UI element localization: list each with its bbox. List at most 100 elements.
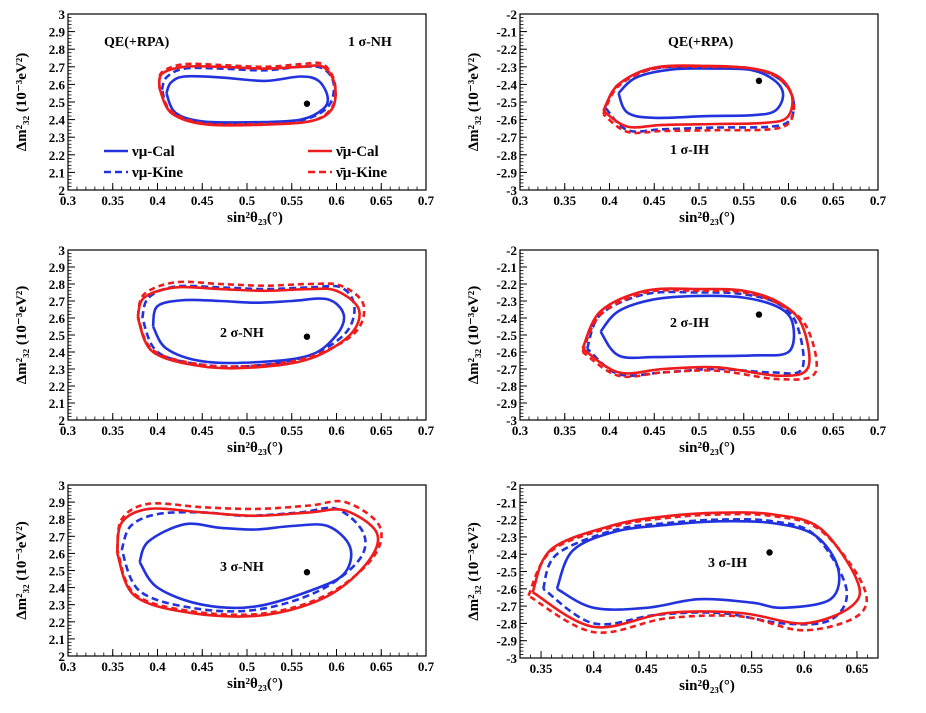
- legend-label: ν̄μ-Cal: [335, 144, 379, 160]
- y-axis-title: Δm²₃₂ (10⁻³eV²): [466, 53, 482, 152]
- y-tick-label: 2.1: [49, 165, 65, 180]
- y-tick-label: 2.2: [49, 379, 65, 394]
- y-tick-label: 3: [59, 243, 66, 258]
- panel-title: 2 σ-IH: [670, 316, 709, 331]
- contour-cal: [151, 297, 346, 365]
- x-axis-title: sin²θ₂₃(°): [227, 676, 283, 692]
- y-tick-label: 2.9: [49, 495, 66, 510]
- contour-kine: [602, 65, 796, 135]
- y-tick-label: 2.2: [49, 148, 65, 163]
- x-tick-label: 0.55: [280, 193, 303, 208]
- y-tick-label: 2: [59, 649, 66, 664]
- y-axis-title: Δm²₃₂ (10⁻³eV²): [466, 286, 482, 385]
- x-tick-label: 0.4: [149, 659, 166, 674]
- x-tick-label: 0.3: [512, 423, 529, 438]
- y-tick-label: 2.3: [49, 130, 66, 145]
- y-tick-label: -2.4: [496, 77, 517, 92]
- x-tick-label: 0.7: [870, 193, 887, 208]
- contour-cal: [165, 74, 330, 124]
- x-tick-label: 0.35: [553, 193, 576, 208]
- y-tick-label: 2.8: [49, 42, 66, 57]
- y-tick-label: -2.8: [496, 379, 517, 394]
- y-tick-label: -2.6: [496, 113, 517, 128]
- contour-kine: [115, 499, 383, 617]
- x-tick-label: 0.35: [101, 193, 124, 208]
- x-tick-label: 0.55: [280, 659, 303, 674]
- y-tick-label: -3: [506, 183, 517, 198]
- y-tick-label: -2.7: [496, 130, 517, 145]
- plot-frame: [519, 249, 879, 421]
- x-tick-label: 0.35: [101, 423, 124, 438]
- y-tick-label: -2.9: [496, 396, 517, 411]
- contour-cal: [599, 294, 796, 360]
- y-tick-label: -2.4: [496, 311, 517, 326]
- contour-cal: [531, 511, 862, 629]
- panel-1: 0.3 0.35 0.4 0.45 0.5 0.55 0.6 0.65 0.7 2 2.1 2.2 2.…: [14, 7, 435, 226]
- y-tick-label: 2.4: [49, 113, 66, 128]
- y-tick-label: -2.9: [496, 165, 517, 180]
- y-tick-label: 2.2: [49, 615, 65, 630]
- x-tick-label: 0.5: [239, 659, 256, 674]
- y-tick-label: 2: [59, 413, 66, 428]
- x-tick-label: 0.65: [370, 193, 393, 208]
- y-tick-label: -2.6: [496, 582, 517, 597]
- contour-kine: [120, 506, 367, 613]
- y-tick-label: -2.9: [496, 634, 517, 649]
- y-tick-label: -2.2: [496, 42, 517, 57]
- x-tick-label: 0.55: [740, 661, 763, 676]
- y-tick-label: 2.6: [49, 77, 66, 92]
- best-fit-point: [755, 77, 763, 85]
- legend-label: νμ-Kine: [131, 165, 183, 181]
- y-tick-label: -2.2: [496, 513, 517, 528]
- model-label: QE(+RPA): [668, 35, 734, 50]
- y-tick-label: -2.8: [496, 616, 517, 631]
- x-axis-title: sin²θ₂₃(°): [679, 440, 735, 456]
- y-tick-label: 2: [59, 183, 66, 198]
- x-tick-label: 0.4: [586, 661, 603, 676]
- x-tick-label: 0.5: [239, 193, 256, 208]
- contour-kine: [581, 288, 818, 381]
- y-tick-label: 3: [59, 7, 66, 22]
- x-tick-label: 0.65: [370, 423, 393, 438]
- y-axis-title: Δm²₃₂ (10⁻³eV²): [14, 53, 30, 152]
- best-fit-point: [755, 311, 763, 318]
- y-tick-label: 2.5: [49, 564, 66, 579]
- y-tick-label: -2.5: [496, 565, 517, 580]
- y-tick-label: 3: [59, 478, 66, 493]
- contour-cal: [136, 285, 361, 370]
- contour-cal: [138, 522, 353, 610]
- y-axis-title: Δm²₃₂ (10⁻³eV²): [466, 522, 482, 621]
- y-tick-label: 2.9: [49, 260, 66, 275]
- y-tick-label: 2.7: [49, 294, 66, 309]
- x-tick-label: 0.4: [601, 193, 618, 208]
- y-tick-label: -3: [506, 651, 517, 666]
- x-tick-label: 0.5: [691, 661, 708, 676]
- x-tick-label: 0.7: [418, 659, 435, 674]
- y-tick-label: -2.1: [496, 495, 517, 510]
- x-tick-label: 0.7: [870, 423, 887, 438]
- y-tick-label: -2.5: [496, 95, 517, 110]
- x-tick-label: 0.55: [732, 423, 755, 438]
- panel-title: 2 σ-NH: [220, 326, 264, 341]
- panel-2: 0.3 0.35 0.4 0.45 0.5 0.55 0.6 0.65 0.7 -3 -2.9 -2.…: [466, 7, 887, 226]
- contour-cal: [555, 519, 841, 611]
- x-tick-label: 0.6: [780, 193, 797, 208]
- y-tick-label: 2.9: [49, 25, 66, 40]
- y-tick-label: -2.5: [496, 328, 517, 343]
- x-tick-label: 0.5: [239, 423, 256, 438]
- y-tick-label: 2.3: [49, 362, 66, 377]
- best-fit-point: [766, 549, 773, 556]
- best-fit-point: [303, 333, 311, 340]
- panel-title: 1 σ-IH: [670, 143, 709, 158]
- panel-title: 1 σ-NH: [348, 35, 392, 50]
- x-tick-label: 0.7: [418, 423, 435, 438]
- y-tick-label: -2.6: [496, 345, 517, 360]
- best-fit-point: [303, 100, 311, 107]
- x-tick-label: 0.55: [280, 423, 303, 438]
- legend: νμ-Cal νμ-Kine ν̄μ-Cal ν̄μ-Kine: [104, 144, 387, 181]
- contour-kine: [541, 518, 849, 626]
- y-axis-title: Δm²₃₂ (10⁻³eV²): [14, 286, 30, 385]
- y-tick-label: -2.3: [496, 60, 517, 75]
- x-tick-label: 0.6: [796, 661, 813, 676]
